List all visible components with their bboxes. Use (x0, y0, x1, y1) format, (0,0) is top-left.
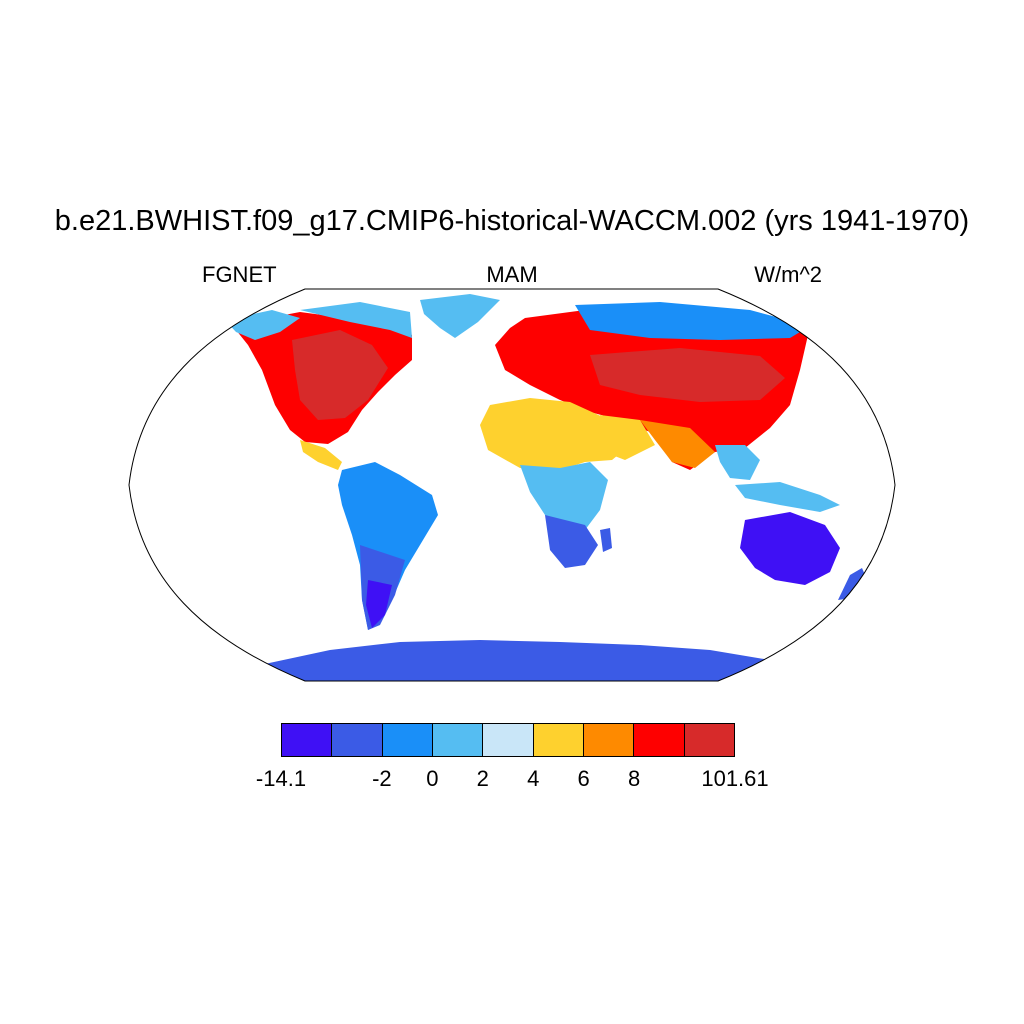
australia (740, 512, 840, 585)
colorbar-box (382, 724, 433, 756)
patagonia (366, 580, 392, 628)
central-asia-core (590, 348, 785, 402)
colorbar-box (684, 724, 734, 756)
africa-south (545, 515, 598, 568)
colorbar-box (483, 724, 534, 756)
colorbar-tick-label: 2 (476, 766, 489, 791)
colorbar-box (432, 724, 484, 756)
colorbar-box (533, 724, 584, 756)
greenland (420, 294, 500, 338)
colorbar-tick-label: -2 (372, 766, 392, 791)
africa-central (520, 462, 608, 535)
colorbar-tick-label: 0 (426, 766, 439, 791)
arabia (600, 415, 655, 460)
north-america-core (292, 330, 388, 420)
colorbar (281, 723, 735, 757)
madagascar (600, 528, 612, 552)
units-label: W/m^2 (754, 262, 822, 287)
colorbar-tick-label: 8 (627, 766, 641, 791)
indonesia (735, 482, 840, 512)
antarctica (240, 640, 800, 681)
colorbar-box (332, 724, 383, 756)
colorbar-tick-label: 101.61 (701, 766, 769, 791)
plot-title: b.e21.BWHIST.f09_g17.CMIP6-historical-WA… (54, 205, 970, 237)
south-asia (640, 420, 715, 468)
season-label: MAM (486, 262, 538, 287)
colorbar-tick-label: 4 (527, 766, 540, 791)
canada-arctic (300, 302, 412, 338)
new-zealand (838, 568, 868, 600)
colorbar-tick-label: 6 (577, 766, 590, 791)
southeast-asia (715, 445, 760, 480)
colorbar-box (634, 724, 685, 756)
colorbar-box (583, 724, 635, 756)
siberia (575, 302, 810, 340)
africa-north (480, 398, 630, 470)
colorbar-box (282, 724, 333, 756)
globe-outline (128, 288, 896, 682)
variable-label: FGNET (202, 262, 277, 287)
colorbar-tick-label: -14.1 (255, 766, 307, 791)
central-america (300, 440, 342, 470)
